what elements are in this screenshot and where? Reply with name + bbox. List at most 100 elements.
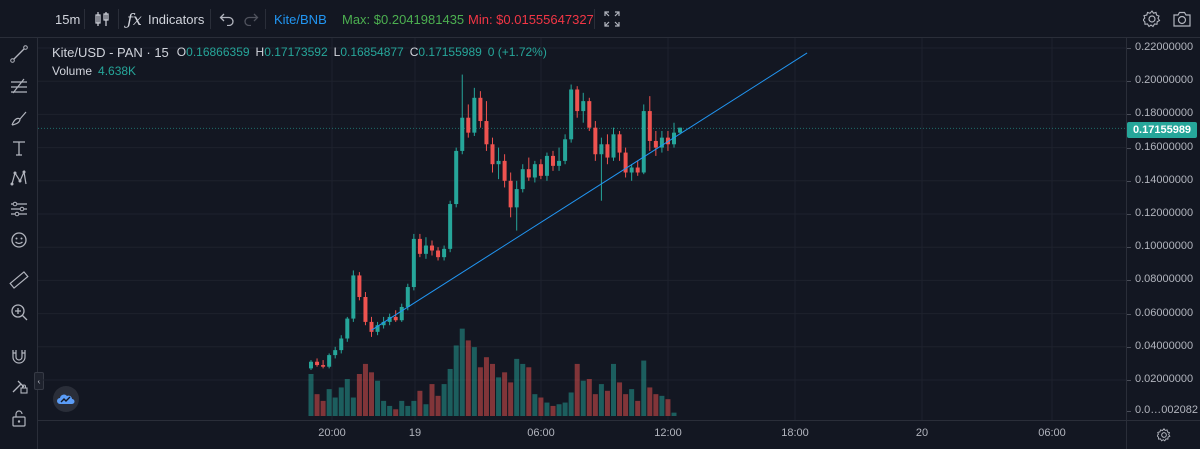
candle-body bbox=[629, 167, 634, 173]
volume-bar bbox=[598, 384, 604, 416]
undo-icon bbox=[219, 13, 234, 26]
min-price-text: Min: $0.01555647327 bbox=[468, 0, 594, 38]
zoom-in-icon[interactable] bbox=[5, 298, 33, 326]
candle-body bbox=[520, 169, 525, 190]
price-tick-label: 0.18000000 bbox=[1135, 107, 1194, 120]
price-tick-mark bbox=[1127, 346, 1131, 348]
unlock-icon[interactable] bbox=[5, 404, 33, 432]
max-label: Max: $0.2041981435 bbox=[342, 11, 465, 27]
candle-body bbox=[587, 101, 592, 128]
volume-bar bbox=[635, 400, 641, 416]
volume-bar bbox=[653, 394, 659, 416]
fib-tools-icon[interactable] bbox=[5, 72, 33, 100]
candle-body bbox=[557, 160, 562, 166]
pattern-tool-icon[interactable] bbox=[5, 164, 33, 192]
candle-body bbox=[454, 150, 459, 205]
volume-bar bbox=[417, 390, 423, 416]
chart-pane[interactable] bbox=[38, 38, 1126, 420]
lock-drawings-icon[interactable] bbox=[5, 372, 33, 400]
indicators-button[interactable]: ƒx Indicators bbox=[127, 0, 204, 38]
price-tick-mark bbox=[1127, 48, 1131, 49]
volume-bar bbox=[423, 404, 429, 416]
measure-tool-icon[interactable] bbox=[5, 195, 33, 223]
gear-icon bbox=[1156, 428, 1171, 442]
symbol-title[interactable]: Kite/USD - PAN · 15 bbox=[52, 45, 169, 60]
high-label: H bbox=[255, 45, 265, 59]
pair-link[interactable]: Kite/BNB bbox=[274, 0, 327, 38]
chart-type-button[interactable] bbox=[94, 0, 110, 38]
tradingview-logo[interactable] bbox=[53, 386, 79, 412]
candle-body bbox=[532, 164, 537, 178]
volume-bar bbox=[604, 390, 610, 416]
ruler-icon[interactable] bbox=[5, 266, 33, 294]
price-tick-label: 0.08000000 bbox=[1135, 273, 1194, 286]
volume-bar bbox=[490, 363, 495, 416]
volume-bar bbox=[592, 394, 598, 416]
volume-bar bbox=[429, 384, 435, 416]
left-drawing-toolbar bbox=[0, 0, 38, 449]
price-tick-label: 0.06000000 bbox=[1135, 306, 1194, 319]
interval-button[interactable]: 15m bbox=[55, 0, 80, 38]
volume-bar bbox=[381, 400, 387, 416]
price-tick-mark bbox=[1127, 81, 1131, 83]
ohlc-row: Kite/USD - PAN · 15 O 0.16866359 H 0.17173… bbox=[52, 44, 553, 61]
collapse-toolbar-button[interactable]: ‹ bbox=[34, 372, 44, 390]
price-tick-label: 0.16000000 bbox=[1135, 140, 1194, 153]
candle-body bbox=[315, 361, 320, 366]
undo-button[interactable] bbox=[219, 0, 235, 38]
candle-body bbox=[327, 355, 332, 367]
time-axis[interactable]: 20:00 19 06:00 12:00 18:00 20 06:00 bbox=[38, 420, 1126, 449]
volume-bar bbox=[465, 340, 471, 416]
volume-bar bbox=[568, 392, 574, 416]
volume-bar bbox=[320, 400, 326, 416]
price-tick-mark bbox=[1127, 214, 1131, 215]
candle-body bbox=[345, 318, 350, 339]
magnet-icon[interactable] bbox=[5, 342, 33, 370]
candle-body bbox=[581, 101, 586, 112]
time-tick-label: 12:00 bbox=[654, 427, 682, 439]
price-tick-label: 0.12000000 bbox=[1135, 207, 1194, 219]
volume-row: Volume 4.638K bbox=[52, 63, 553, 80]
fullscreen-button[interactable] bbox=[604, 0, 620, 38]
candle-body bbox=[526, 169, 531, 178]
toolbar-divider bbox=[594, 9, 595, 29]
volume-bar bbox=[332, 397, 338, 416]
close-label: C bbox=[409, 45, 419, 59]
volume-bar bbox=[338, 387, 344, 416]
candle-body bbox=[460, 117, 465, 151]
volume-bar bbox=[308, 374, 314, 416]
candle-body bbox=[496, 160, 501, 165]
emoji-icon[interactable] bbox=[5, 226, 33, 254]
settings-button[interactable] bbox=[1143, 0, 1161, 38]
close-value: 0.17155989 bbox=[418, 45, 482, 59]
candle-body bbox=[502, 160, 507, 181]
volume-bar bbox=[441, 384, 447, 416]
price-axis[interactable]: 0.22000000 0.20000000 0.18000000 0.16000000… bbox=[1126, 38, 1200, 420]
volume-bar bbox=[350, 397, 356, 416]
candle-body bbox=[478, 97, 483, 122]
candle-body bbox=[623, 152, 628, 173]
candle-body bbox=[538, 164, 543, 176]
candle-body bbox=[635, 167, 640, 173]
text-tool-icon[interactable] bbox=[5, 134, 33, 162]
volume-bar bbox=[483, 357, 489, 416]
price-chart[interactable] bbox=[38, 38, 1126, 420]
time-tick-label: 06:00 bbox=[1038, 427, 1066, 439]
volume-bar bbox=[435, 395, 441, 416]
redo-button[interactable] bbox=[243, 0, 259, 38]
volume-bar bbox=[544, 402, 550, 416]
volume-bar bbox=[562, 402, 568, 416]
chart-legend: Kite/USD - PAN · 15 O 0.16866359 H 0.17173… bbox=[52, 44, 553, 80]
candle-body bbox=[423, 245, 428, 254]
axis-settings-button[interactable] bbox=[1126, 420, 1200, 449]
trend-line-icon[interactable] bbox=[5, 40, 33, 68]
volume-label[interactable]: Volume bbox=[52, 64, 93, 78]
fullscreen-icon bbox=[604, 11, 620, 27]
candles-icon bbox=[95, 12, 109, 26]
open-label: O bbox=[176, 45, 187, 59]
candle-body bbox=[672, 132, 676, 145]
brush-icon[interactable] bbox=[5, 104, 33, 132]
volume-bar bbox=[356, 374, 362, 416]
screenshot-button[interactable] bbox=[1172, 0, 1192, 38]
candle-body bbox=[678, 127, 683, 133]
